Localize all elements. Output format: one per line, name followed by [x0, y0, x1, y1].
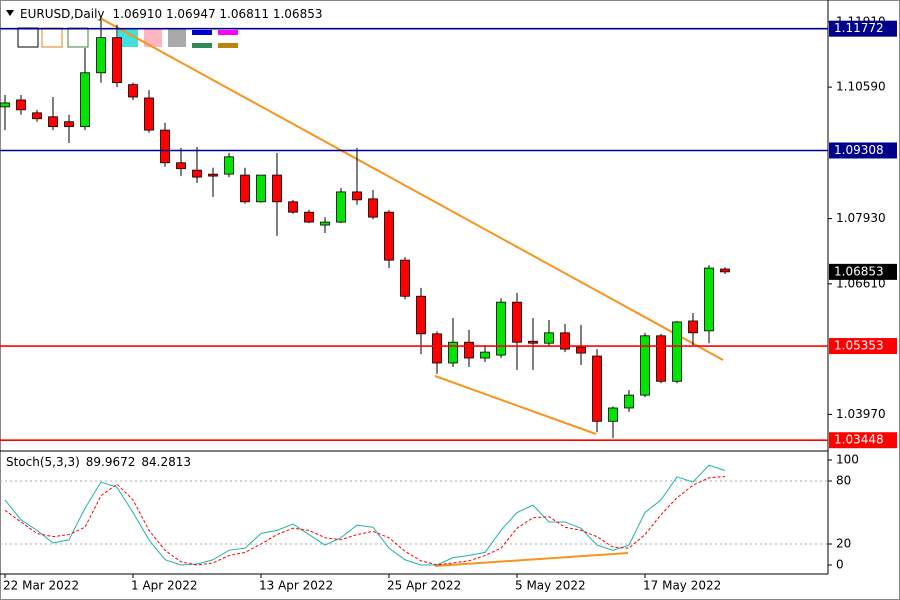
level-price-label: 1.11772: [834, 21, 884, 35]
candle-body: [640, 335, 650, 396]
candle-body: [512, 301, 522, 343]
candle-body: [224, 156, 234, 175]
candle-body: [448, 341, 458, 364]
signal-value: 84.2813: [141, 455, 191, 469]
trend-line: [99, 17, 724, 361]
candle-body: [192, 169, 202, 178]
candle-body: [560, 332, 570, 350]
icon: [118, 28, 138, 47]
level-price-label: 1.09308: [834, 143, 884, 157]
y-tick-label: 100: [836, 453, 859, 467]
icon: [17, 27, 39, 48]
icon: [168, 28, 186, 47]
candle-body: [144, 97, 154, 131]
candle-body: [656, 335, 666, 382]
candle-body: [256, 174, 266, 203]
candle-body: [48, 116, 58, 128]
candle-body: [400, 259, 410, 297]
y-tick-label: 1.07930: [836, 211, 886, 225]
candle-body: [528, 340, 538, 344]
candle-body: [576, 346, 586, 354]
candle-body: [416, 295, 426, 335]
candle-body: [496, 301, 506, 356]
candle-body: [0, 102, 10, 108]
icon: [67, 27, 89, 48]
candle-body: [672, 321, 682, 382]
level-price-box: [829, 432, 897, 449]
candle-body: [688, 320, 698, 334]
candle-body: [240, 174, 250, 203]
candle-body: [544, 332, 554, 344]
indicator-line: [4, 464, 726, 566]
last-price-label: 1.06853: [834, 264, 884, 278]
candle-body: [608, 407, 618, 422]
x-tick-label: 13 Apr 2022: [259, 579, 333, 593]
candle-body: [336, 191, 346, 223]
candle-body: [432, 333, 442, 364]
icon: [144, 28, 162, 47]
menu-arrow[interactable]: [6, 10, 14, 16]
candle-body: [16, 99, 26, 111]
candle-body: [704, 267, 714, 332]
level-price-box: [829, 338, 897, 355]
candle-body: [96, 37, 106, 74]
y-tick-label: 20: [836, 537, 851, 551]
x-tick-label: 17 May 2022: [643, 579, 721, 593]
trend-line: [434, 375, 597, 435]
candle-body: [464, 341, 474, 359]
icon: [192, 30, 212, 35]
candle-body: [160, 129, 170, 164]
candle-body: [352, 191, 362, 201]
level-price-label: 1.05353: [834, 339, 884, 353]
candle-body: [272, 174, 282, 203]
level-price-box: [829, 142, 897, 159]
y-tick-label: 80: [836, 474, 851, 488]
last-price-box: [829, 263, 897, 280]
template-icons: [17, 27, 238, 48]
candle-body: [208, 173, 218, 177]
icon: [218, 43, 238, 48]
icon: [192, 43, 212, 48]
y-tick-label: 1.06610: [836, 276, 886, 290]
level-price-box: [829, 20, 897, 37]
candle-body: [80, 72, 90, 128]
y-tick-label: 0: [836, 558, 844, 572]
ohlc: 1.06910 1.06947 1.06811 1.06853: [113, 7, 323, 21]
chart-header: EURUSD,Daily 1.06910 1.06947 1.06811 1.06…: [20, 7, 322, 21]
candle-body: [592, 355, 602, 422]
indicator-name: Stoch(5,3,3): [6, 455, 80, 469]
y-tick-label: 1.03970: [836, 407, 886, 421]
candle-body: [304, 211, 314, 223]
candle-body: [112, 37, 122, 84]
symbol: EURUSD,Daily: [20, 7, 105, 21]
candle-body: [288, 201, 298, 213]
trend-line: [434, 552, 629, 567]
main-value: 89.9672: [86, 455, 136, 469]
candle-body: [624, 394, 634, 409]
x-tick-label: 25 Apr 2022: [387, 579, 461, 593]
candle-body: [128, 84, 138, 98]
candle-body: [64, 121, 74, 128]
indicator-header: Stoch(5,3,3) 89.9672 84.2813: [6, 455, 191, 469]
x-tick-label: 22 Mar 2022: [3, 579, 79, 593]
candle-body: [384, 211, 394, 261]
candle-body: [176, 162, 186, 170]
candle-body: [368, 198, 378, 218]
candle-body: [480, 351, 490, 359]
icon: [218, 30, 238, 35]
indicator-line: [4, 476, 726, 566]
x-tick-label: 5 May 2022: [515, 579, 586, 593]
candle-body: [720, 268, 730, 273]
icon: [41, 27, 63, 48]
candle-body: [32, 112, 42, 120]
x-tick-label: 1 Apr 2022: [131, 579, 198, 593]
y-tick-label: 1.10590: [836, 80, 886, 94]
candle-body: [320, 221, 330, 226]
trend-lines: [99, 17, 724, 567]
level-price-label: 1.03448: [834, 433, 884, 447]
